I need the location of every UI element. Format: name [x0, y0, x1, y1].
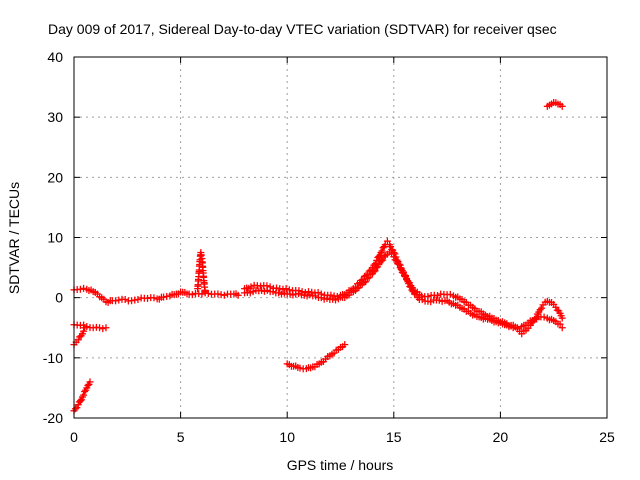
y-tick-label: 0 — [55, 290, 63, 306]
data-point — [558, 102, 566, 110]
x-tick-label: 10 — [279, 429, 295, 445]
series-track-e-high — [543, 98, 566, 110]
data-point — [434, 292, 442, 300]
data-point — [84, 381, 92, 389]
y-axis-label: SDTVAR / TECUs — [6, 182, 22, 294]
data-point — [379, 256, 387, 264]
data-point — [383, 237, 391, 245]
data-points — [70, 98, 566, 415]
data-point — [112, 297, 120, 305]
data-point — [144, 294, 152, 302]
data-point — [390, 253, 398, 261]
data-point — [121, 295, 129, 303]
data-point — [377, 257, 385, 265]
data-point — [370, 268, 378, 276]
x-tick-label: 15 — [386, 429, 402, 445]
data-point — [327, 291, 335, 299]
data-point — [540, 313, 548, 321]
data-point — [76, 285, 84, 293]
data-point — [509, 324, 517, 332]
data-point — [285, 286, 293, 294]
data-point — [71, 405, 79, 413]
data-point — [536, 306, 544, 314]
data-point — [558, 314, 566, 322]
tick-labels: 0 5 10 15 20 25 -20 -10 0 10 20 30 40 — [43, 49, 615, 445]
series-track-d-late-lower — [518, 313, 566, 332]
data-point — [395, 261, 403, 269]
data-point — [99, 325, 107, 333]
data-point — [134, 295, 142, 303]
y-tick-label: 10 — [47, 230, 63, 246]
data-point — [201, 288, 209, 296]
x-tick-label: 5 — [177, 429, 185, 445]
chart-title: Day 009 of 2017, Sidereal Day-to-day VTE… — [48, 21, 557, 37]
data-point — [102, 324, 110, 332]
data-point — [298, 288, 306, 296]
data-point — [378, 247, 386, 255]
data-point — [377, 249, 385, 257]
data-point — [403, 276, 411, 284]
data-point — [406, 283, 414, 291]
y-tick-label: 40 — [47, 49, 63, 65]
series-track-early-drop — [70, 324, 89, 349]
series-spike-near-6h — [194, 249, 209, 296]
data-point — [558, 324, 566, 332]
data-point — [81, 324, 89, 332]
data-point — [391, 256, 399, 264]
data-point — [394, 260, 402, 268]
data-point — [371, 267, 379, 275]
data-point — [400, 272, 408, 280]
data-point — [80, 327, 88, 335]
series-track-c-dip — [283, 341, 349, 373]
data-point — [80, 391, 88, 399]
data-point — [150, 294, 158, 302]
plot-frame — [73, 56, 608, 419]
data-point — [86, 378, 94, 386]
x-tick-label: 0 — [70, 429, 78, 445]
series-track-a-main — [70, 284, 242, 306]
data-point — [296, 364, 304, 372]
data-point — [188, 291, 196, 299]
data-point — [418, 292, 426, 300]
data-point — [115, 296, 123, 304]
data-point — [398, 268, 406, 276]
data-point — [214, 290, 222, 298]
data-point — [81, 388, 89, 396]
data-point — [96, 324, 104, 332]
y-tick-label: 30 — [47, 109, 63, 125]
data-point — [220, 291, 228, 299]
data-point — [392, 257, 400, 265]
data-point — [234, 291, 242, 299]
y-tick-label: -20 — [43, 410, 63, 426]
data-point — [556, 320, 564, 328]
data-point — [80, 284, 88, 292]
y-tick-label: 20 — [47, 169, 63, 185]
x-tick-label: 25 — [599, 429, 615, 445]
data-point — [538, 304, 546, 312]
grid — [74, 57, 607, 418]
data-point — [76, 397, 84, 405]
data-point — [408, 286, 416, 294]
data-point — [341, 341, 349, 349]
data-point — [247, 283, 255, 291]
y-tick-label: -10 — [43, 350, 63, 366]
x-axis-label: GPS time / hours — [287, 457, 394, 473]
data-point — [282, 285, 290, 293]
series-track-a-secondary — [70, 321, 110, 333]
x-tick-label: 20 — [493, 429, 509, 445]
data-point — [446, 290, 454, 298]
series-track-b-lower — [241, 248, 517, 332]
